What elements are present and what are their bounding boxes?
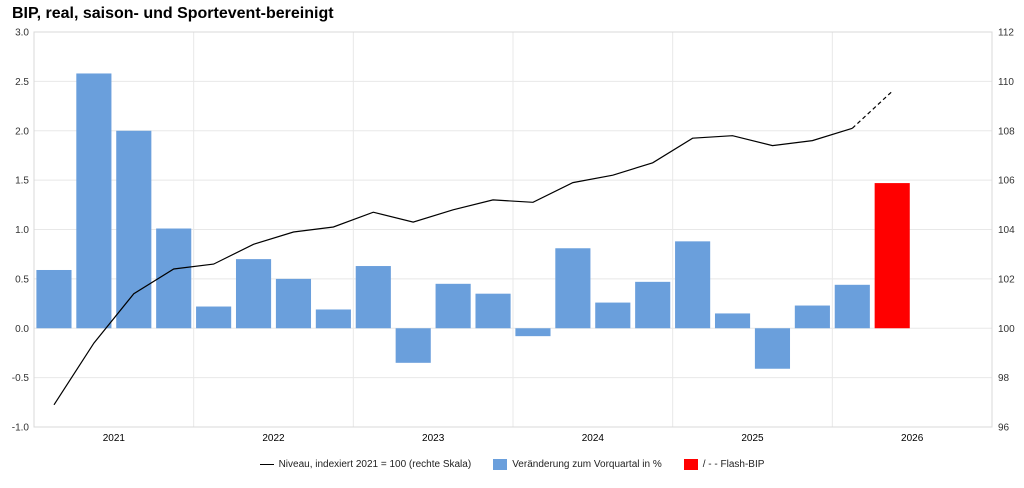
year-label: 2025 <box>741 433 764 444</box>
plot-frame <box>33 31 993 428</box>
left-tick-label: 0.0 <box>15 324 29 335</box>
legend-item-flash: / - - Flash-BIP <box>683 458 765 470</box>
year-label: 2023 <box>422 433 445 444</box>
legend-change-label: Veränderung zum Vorquartal in % <box>512 458 662 470</box>
left-tick-label: 2.0 <box>15 126 29 137</box>
right-tick-label: 108 <box>998 126 1015 137</box>
bar <box>315 309 351 329</box>
bar <box>116 130 152 329</box>
bar <box>36 269 72 329</box>
bar <box>395 328 431 363</box>
bar <box>754 328 791 369</box>
left-tick-label: -1.0 <box>12 423 30 434</box>
year-label: 2026 <box>901 433 924 444</box>
year-label: 2022 <box>262 433 285 444</box>
right-tick-label: 110 <box>998 77 1014 88</box>
bar <box>196 306 232 329</box>
flash-line <box>851 90 893 129</box>
legend-line-swatch <box>259 463 274 465</box>
right-tick-label: 104 <box>998 225 1015 236</box>
left-tick-label: 3.0 <box>15 28 29 39</box>
left-tick-label: 1.5 <box>15 176 29 187</box>
bar <box>355 266 391 329</box>
bar <box>76 73 112 329</box>
right-tick-label: 100 <box>998 324 1015 335</box>
x-axis-labels: 2021 2022 2023 2024 2025 2026 <box>103 433 924 444</box>
line-series <box>53 90 893 406</box>
flash-bar <box>874 183 910 329</box>
level-line <box>53 127 853 406</box>
right-tick-label: 98 <box>998 373 1010 384</box>
right-axis: 112 110 108 106 104 102 100 98 96 <box>998 28 1015 434</box>
chart-title: BIP, real, saison- und Sportevent-berein… <box>12 5 334 22</box>
right-tick-label: 112 <box>998 28 1014 39</box>
bar <box>595 302 631 329</box>
bar <box>156 228 192 329</box>
left-axis: 3.0 2.5 2.0 1.5 1.0 0.5 0.0 -0.5 -1.0 <box>12 28 30 434</box>
legend-flash-label: / - - Flash-BIP <box>702 458 765 470</box>
legend-flash-swatch <box>683 458 698 470</box>
bar <box>235 259 272 329</box>
bar-series <box>36 73 910 369</box>
bar <box>675 241 711 329</box>
left-tick-label: 0.5 <box>15 274 29 285</box>
right-tick-label: 106 <box>998 176 1015 187</box>
year-label: 2024 <box>582 433 605 444</box>
legend-item-change: Veränderung zum Vorquartal in % <box>493 458 662 470</box>
legend: Niveau, indexiert 2021 = 100 (rechte Ska… <box>0 456 1024 472</box>
left-tick-label: 1.0 <box>15 225 29 236</box>
right-tick-label: 102 <box>998 274 1015 285</box>
bar <box>435 283 471 329</box>
bar <box>515 328 551 337</box>
bar <box>555 248 591 329</box>
bar <box>475 293 511 329</box>
bar <box>635 281 671 329</box>
legend-item-level: Niveau, indexiert 2021 = 100 (rechte Ska… <box>259 458 472 470</box>
bar <box>794 305 830 329</box>
legend-bar-swatch <box>493 458 508 470</box>
bar <box>275 278 312 329</box>
year-label: 2021 <box>103 433 126 444</box>
left-tick-label: -0.5 <box>12 373 30 384</box>
bar <box>714 313 751 329</box>
bar <box>834 284 870 329</box>
right-tick-label: 96 <box>998 423 1010 434</box>
left-tick-label: 2.5 <box>15 77 29 88</box>
legend-level-label: Niveau, indexiert 2021 = 100 (rechte Ska… <box>278 458 472 470</box>
